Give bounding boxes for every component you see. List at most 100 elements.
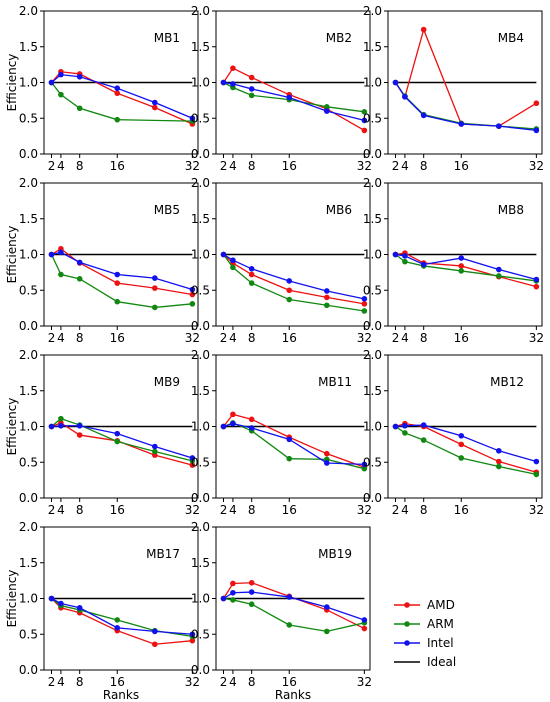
- panel-mb19-series-intel-point: [324, 604, 330, 610]
- panel-mb1-ylabel: Efficiency: [5, 54, 19, 112]
- legend: AMD ARM Intel Ideal: [394, 598, 456, 669]
- panel-mb17-series-arm-line: [51, 597, 193, 638]
- panel-mb4-ytick-label: 1.0: [363, 76, 382, 90]
- panel-mb8-series-intel-point: [496, 266, 502, 273]
- panel-mb6-xtick-label: 4: [229, 331, 237, 345]
- panel-mb12-series-amd-point: [496, 458, 502, 465]
- panel-mb1-series-intel-point: [48, 79, 55, 86]
- panel-mb9-series-arm-point: [114, 438, 121, 445]
- panel-mb19-ytick-label: 0.0: [191, 663, 210, 677]
- panel-mb19-series-arm-line: [223, 597, 365, 633]
- panel-mb17-xtick-label: 2: [48, 675, 56, 689]
- panel-mb5-series-intel-point: [114, 271, 121, 278]
- panel-mb19-series-amd-line: [222, 582, 365, 630]
- panel-mb17-xtick-label: 16: [110, 675, 125, 689]
- panel-mb17-series-intel-line: [51, 597, 193, 635]
- panel-mb8-title: MB8: [498, 203, 524, 217]
- panel-mb2-xtick-label: 8: [248, 159, 256, 173]
- panel-mb11-ytick-label: 1.5: [191, 384, 210, 398]
- panel-mb5: 0.0 0.5 1.0 1.5 2.0 2 4 8 16 32 MB5 Efficiency: [5, 176, 200, 345]
- panel-mb4-series-arm-line: [394, 82, 537, 130]
- panel-mb11-xtick-label: 32: [357, 503, 372, 517]
- panel-mb2-series-intel-point: [361, 117, 368, 124]
- panel-mb11-series-intel-point: [220, 423, 227, 430]
- panel-mb6-xtick-label: 32: [357, 331, 372, 345]
- legend-item-intel-label: Intel: [427, 636, 454, 650]
- panel-mb17-ytick-label: 0.5: [19, 627, 38, 641]
- legend-item-arm-label: ARM: [427, 617, 454, 631]
- panel-mb8-ytick-label: 1.0: [363, 248, 382, 262]
- panel-mb17-series-amd-point: [189, 637, 196, 644]
- panel-mb12-series-arm-line: [395, 425, 537, 476]
- panel-mb5-series-arm-point: [189, 301, 196, 307]
- panel-mb8-series-intel-point: [402, 253, 408, 259]
- panel-mb6-series-intel-point: [230, 257, 236, 264]
- panel-mb2-title: MB2: [326, 31, 352, 45]
- panel-mb19-xtick-label: 32: [357, 675, 372, 689]
- panel-mb4-xtick-label: 2: [392, 159, 400, 173]
- panel-mb4-series-intel-point: [533, 127, 540, 134]
- panel-mb4-series-intel-point: [496, 123, 502, 129]
- panel-mb4-series-intel-point: [402, 94, 408, 100]
- panel-mb1-series-intel-point: [76, 73, 83, 80]
- panel-mb6-series-amd-point: [324, 294, 330, 301]
- panel-mb2-series-amd-point: [361, 127, 368, 134]
- panel-mb1-series-intel-point: [114, 85, 121, 92]
- panel-mb1-xtick-label: 2: [48, 159, 56, 173]
- panel-mb11-xtick-label: 4: [229, 503, 237, 517]
- panel-mb19-series-intel-point: [230, 589, 236, 596]
- panel-mb12-plot-area: [392, 420, 540, 478]
- panel-mb8-series-amd-line: [395, 252, 537, 288]
- panel-mb19-title: MB19: [318, 547, 352, 561]
- panel-mb12-series-amd-point: [458, 441, 465, 448]
- panel-mb6-series-arm-point: [361, 308, 368, 314]
- panel-mb2-series-intel-point: [248, 86, 255, 92]
- panel-mb6-series-amd-point: [286, 287, 293, 294]
- panel-mb4-xtick-label: 16: [454, 159, 469, 173]
- panel-mb19-xtick-label: 4: [229, 675, 237, 689]
- panel-mb8-series-arm-point: [402, 258, 408, 265]
- panel-mb12-series-arm-point: [402, 430, 408, 436]
- panel-mb5-series-intel-point: [48, 251, 55, 258]
- panel-mb2-ytick-label: 1.0: [191, 76, 210, 90]
- panel-mb12-xtick-label: 32: [529, 503, 544, 517]
- panel-mb17-xlabel: Ranks: [103, 688, 139, 702]
- panel-mb11: 0.0 0.5 1.0 1.5 2.0 2 4 8 16 32 MB11: [191, 348, 372, 517]
- panel-mb1-title: MB1: [154, 31, 180, 45]
- panel-mb5-series-intel-point: [189, 286, 196, 293]
- panel-mb4-plot-area: [392, 26, 540, 134]
- panel-mb17-series-intel-point: [76, 604, 83, 611]
- panel-mb12-xtick-label: 8: [420, 503, 428, 517]
- panel-mb1-xtick-label: 32: [185, 159, 200, 173]
- panel-mb12-series-intel-point: [533, 458, 540, 465]
- panel-mb5-series-arm-point: [58, 271, 64, 278]
- panel-mb2-series-intel-point: [286, 94, 293, 101]
- panel-mb12-series-arm-point: [496, 463, 502, 470]
- panel-mb19-ytick-label: 1.0: [191, 592, 210, 606]
- panel-mb11-series-arm-point: [286, 455, 293, 462]
- panel-mb2-series-intel-line: [223, 81, 365, 122]
- panel-mb9-series-amd-point: [76, 432, 83, 438]
- panel-mb17-series-amd-point: [152, 641, 158, 648]
- panel-mb9-series-intel-point: [189, 455, 196, 461]
- panel-mb5-series-intel-point: [76, 259, 83, 266]
- panel-mb19: 0.0 0.5 1.0 1.5 2.0 2 4 8 16 32 MB19 Ranks: [191, 520, 372, 702]
- panel-mb17-ylabel: Efficiency: [5, 570, 19, 628]
- panel-mb8-xtick-label: 32: [529, 331, 544, 345]
- panel-mb4-series-intel-point: [458, 121, 465, 127]
- panel-mb5-ytick-label: 1.0: [19, 248, 38, 262]
- panel-mb4-xtick-label: 32: [529, 159, 544, 173]
- panel-mb1-series-amd-point: [114, 90, 121, 97]
- panel-mb2-ytick-label: 2.0: [191, 4, 210, 18]
- panel-mb9-ytick-label: 2.0: [19, 348, 38, 362]
- panel-mb1-ytick-label: 0.0: [19, 147, 38, 161]
- legend-item-amd-marker: [404, 602, 410, 608]
- panel-mb1-series-arm-point: [76, 105, 83, 112]
- panel-mb5-xtick-label: 2: [48, 331, 56, 345]
- panel-mb4-series-intel-point: [392, 79, 399, 86]
- panel-mb8-series-arm-point: [458, 268, 465, 274]
- panel-mb11-plot-area: [220, 411, 368, 472]
- panel-mb5-series-arm-point: [114, 298, 121, 305]
- panel-mb8: 0.0 0.5 1.0 1.5 2.0 2 4 8 16 32 MB8: [363, 176, 544, 345]
- panel-mb12-ytick-label: 0.5: [363, 455, 382, 469]
